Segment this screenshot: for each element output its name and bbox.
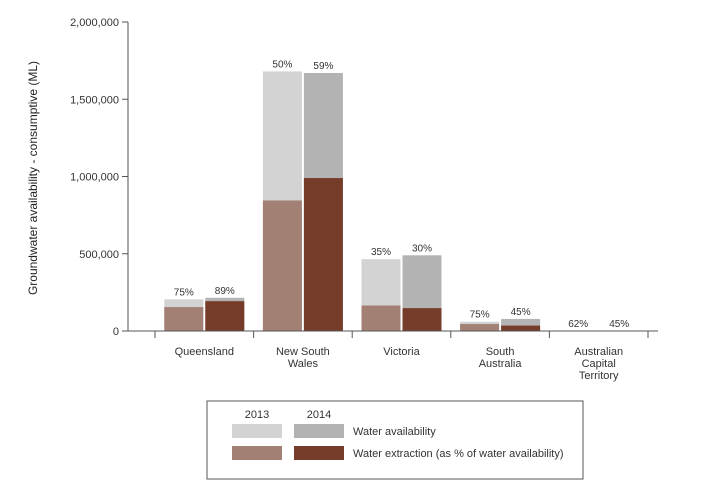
pct-label-2014-3: 30% bbox=[412, 243, 432, 254]
pct-label-2014-4: 45% bbox=[511, 307, 531, 318]
x-tick-label-3: Victoria bbox=[383, 346, 420, 358]
y-tick-label: 0 bbox=[113, 326, 119, 338]
bar-extraction-2014-2 bbox=[303, 178, 343, 331]
bars-layer bbox=[164, 71, 541, 332]
x-tick-label-2: New South bbox=[276, 346, 330, 358]
x-tick-label-2: Wales bbox=[288, 358, 319, 370]
legend-frame bbox=[206, 400, 584, 480]
y-axis-label: Groundwater availability - consumptive (… bbox=[26, 61, 40, 295]
bar-extraction-2013-2 bbox=[262, 200, 302, 331]
y-ticks: 0 500,000 1,000,000 1,500,000 2,000,000 bbox=[70, 17, 128, 338]
pct-label-2013-5: 62% bbox=[568, 319, 588, 330]
pct-label-2013-1: 75% bbox=[174, 287, 194, 298]
bar-extraction-2014-3 bbox=[402, 308, 442, 331]
x-tick-label-5: Australian bbox=[574, 346, 623, 358]
y-tick-label: 500,000 bbox=[79, 249, 119, 261]
bar-extraction-2014-1 bbox=[205, 301, 245, 331]
legend-label-extraction: Water extraction (as % of water availabi… bbox=[353, 448, 564, 460]
legend-swatch-availability-2013 bbox=[232, 424, 282, 438]
y-tick-label: 1,500,000 bbox=[70, 94, 119, 106]
pct-label-2014-2: 59% bbox=[313, 61, 333, 72]
x-tick-label-5: Territory bbox=[579, 370, 619, 382]
pct-label-2013-2: 50% bbox=[272, 59, 292, 70]
bar-extraction-2013-1 bbox=[164, 307, 204, 331]
x-tick-label-5: Capital bbox=[582, 358, 616, 370]
legend-swatch-availability-2014 bbox=[294, 424, 344, 438]
pct-label-2014-5: 45% bbox=[609, 319, 629, 330]
percentage-labels: 75% 89% 50% 59% 35% 30% 75% 45% 62% 45% bbox=[174, 59, 630, 330]
legend-year-2014: 2014 bbox=[307, 409, 331, 421]
bar-extraction-2013-4 bbox=[460, 324, 500, 331]
bar-extraction-2013-3 bbox=[361, 305, 401, 331]
legend-swatch-extraction-2014 bbox=[294, 446, 344, 460]
y-tick-label: 1,000,000 bbox=[70, 172, 119, 184]
pct-label-2014-1: 89% bbox=[215, 286, 235, 297]
pct-label-2013-3: 35% bbox=[371, 247, 391, 258]
legend-swatch-extraction-2013 bbox=[232, 446, 282, 460]
legend-year-2013: 2013 bbox=[245, 409, 269, 421]
legend-label-availability: Water availability bbox=[353, 426, 436, 438]
y-tick-label: 2,000,000 bbox=[70, 17, 119, 29]
bar-extraction-2014-4 bbox=[501, 325, 541, 331]
x-tick-label-1: Queensland bbox=[175, 346, 234, 358]
x-tick-label-4: Australia bbox=[479, 358, 523, 370]
pct-label-2013-4: 75% bbox=[470, 310, 490, 321]
legend: 2013 2014 Water availability Water extra… bbox=[206, 400, 584, 480]
x-tick-label-4: South bbox=[486, 346, 515, 358]
